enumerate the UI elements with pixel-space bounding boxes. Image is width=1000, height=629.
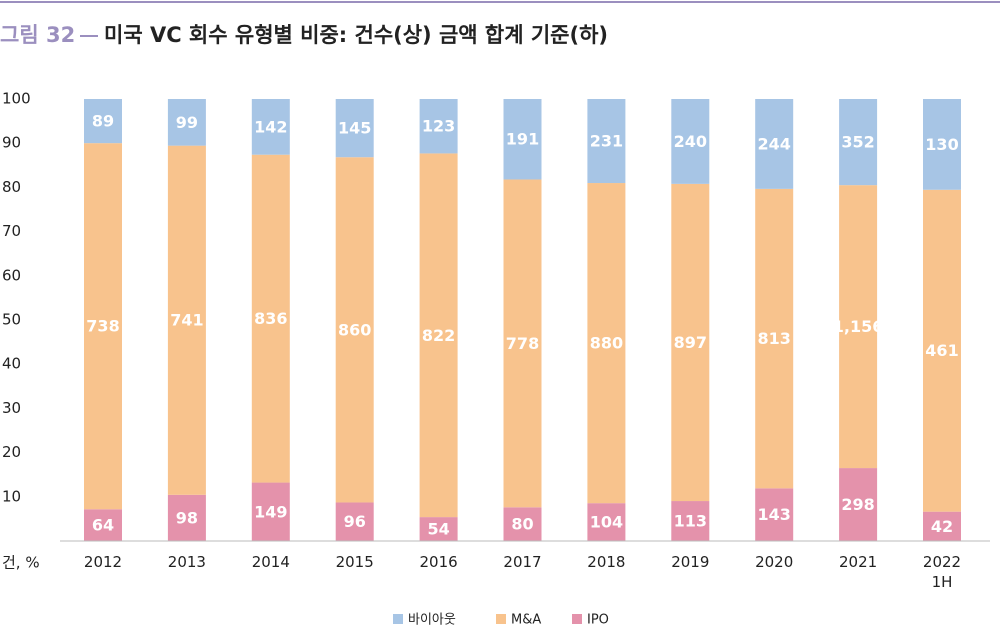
bar-segment [671, 501, 710, 541]
x-tick-label: 2016 [419, 553, 458, 571]
data-label: 298 [841, 495, 874, 514]
bar-segment [671, 183, 710, 502]
bar-segment [587, 503, 626, 541]
bar-segment [839, 468, 878, 541]
data-label: 352 [841, 133, 874, 152]
data-label: 860 [338, 320, 371, 339]
bar-segment [84, 99, 122, 144]
figure-label: 그림 32 [0, 23, 75, 47]
bar-segment [419, 153, 458, 518]
data-label: 741 [170, 311, 203, 330]
data-label: 113 [674, 512, 707, 531]
legend-swatch [496, 614, 506, 624]
bar-segment [755, 99, 794, 189]
bar-segment [335, 99, 374, 158]
bar-segment [335, 157, 374, 503]
bar-segment [84, 143, 122, 510]
data-label: 42 [931, 517, 953, 536]
bar-segment [335, 502, 374, 541]
legend-label: IPO [587, 613, 609, 628]
y-axis-label: 건, % [2, 554, 40, 572]
x-tick-label: 2012 [83, 553, 123, 571]
bar-segment [923, 511, 961, 541]
x-tick-label: 2022 1H [922, 553, 962, 591]
y-tick-label: 60 [2, 266, 21, 284]
bar-segment [839, 99, 878, 186]
data-label: 149 [254, 502, 287, 521]
y-tick-label: 70 [2, 222, 21, 240]
bar-segment [923, 99, 961, 190]
data-label: 231 [590, 132, 623, 151]
data-label: 145 [338, 119, 371, 138]
legend-swatch [393, 614, 403, 624]
data-label: 98 [176, 508, 198, 527]
data-label: 104 [590, 513, 623, 532]
y-tick-label: 40 [2, 355, 21, 373]
chart-title: 미국 VC 회수 유형별 비중: 건수(상) 금액 합계 기준(하) [104, 23, 608, 47]
data-label: 836 [254, 309, 287, 328]
y-tick-label: 100 [2, 90, 31, 108]
data-label: 897 [674, 333, 707, 352]
bar-segment [167, 494, 206, 541]
x-tick-label: 2018 [587, 553, 626, 571]
bar-segment [923, 189, 961, 512]
data-label: 191 [506, 130, 539, 149]
data-label: 240 [674, 132, 707, 151]
data-label: 1,156 [833, 317, 884, 336]
data-label: 142 [254, 117, 287, 136]
x-tick-label: 2021 [839, 553, 878, 571]
data-label: 54 [427, 520, 449, 539]
y-tick-label: 10 [2, 487, 21, 505]
legend-label: M&A [511, 613, 541, 628]
y-tick-label: 90 [2, 134, 21, 152]
bar-segment [419, 517, 458, 541]
bar-segment [251, 154, 290, 483]
bar-segment [167, 99, 206, 146]
bar-segment [503, 507, 542, 541]
bar-segment [755, 488, 794, 541]
y-tick-label: 50 [2, 311, 21, 329]
data-label: 130 [925, 135, 958, 154]
data-label: 64 [92, 516, 114, 535]
data-label: 99 [176, 113, 198, 132]
bar-segment [587, 99, 626, 184]
data-label: 143 [757, 505, 790, 524]
bar-segment [503, 99, 542, 180]
bar-segment [755, 188, 794, 489]
data-label: 89 [92, 112, 114, 131]
x-tick-label: 2017 [503, 553, 542, 571]
x-tick-label: 2019 [671, 553, 710, 571]
bar-segment [419, 99, 458, 154]
data-label: 96 [344, 512, 366, 531]
legend-swatch [572, 614, 582, 624]
bar-segment [167, 145, 206, 495]
data-label: 778 [506, 334, 539, 353]
bar-segment [84, 509, 122, 541]
y-tick-label: 20 [2, 443, 21, 461]
x-tick-label: 2015 [335, 553, 374, 571]
data-label: 822 [422, 326, 455, 345]
legend-label: 바이아웃 [408, 613, 456, 628]
bar-segment [839, 185, 878, 469]
data-label: 461 [925, 341, 958, 360]
bar-segment [251, 99, 290, 155]
bar-segment [503, 179, 542, 508]
bar-segment [587, 183, 626, 504]
data-label: 738 [86, 317, 119, 336]
bar-segment [251, 482, 290, 541]
data-label: 880 [590, 334, 623, 353]
data-label: 80 [511, 515, 533, 534]
y-tick-label: 30 [2, 399, 21, 417]
data-label: 813 [757, 329, 790, 348]
x-tick-label: 2013 [167, 553, 206, 571]
x-tick-label: 2014 [251, 553, 290, 571]
bar-segment [671, 99, 710, 184]
data-label: 244 [757, 134, 790, 153]
data-label: 123 [422, 117, 455, 136]
y-tick-label: 80 [2, 178, 21, 196]
x-tick-label: 2020 [755, 553, 794, 571]
